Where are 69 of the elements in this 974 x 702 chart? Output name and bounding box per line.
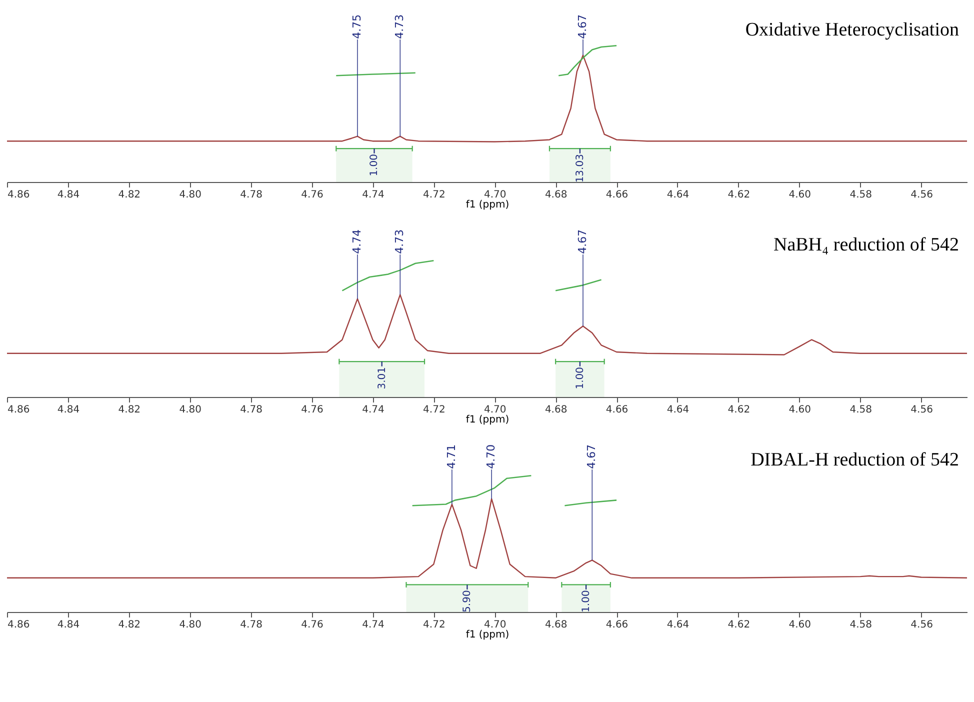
x-tick-label: 4.72 — [423, 620, 446, 630]
x-tick-label: 4.84 — [57, 620, 80, 630]
x-tick-label: 4.76 — [301, 190, 324, 200]
band-label: 13.03 — [574, 154, 586, 183]
x-axis-title: f1 (ppm) — [466, 630, 510, 640]
x-tick-label: 4.86 — [8, 404, 30, 416]
x-tick-label: 4.78 — [240, 620, 262, 630]
x-tick-label: 4.60 — [788, 620, 812, 630]
x-axis-title: f1 (ppm) — [466, 414, 510, 426]
annotation: 4.67 — [585, 444, 598, 469]
x-tick-label: 4.62 — [728, 190, 750, 200]
x-tick-label: 4.68 — [544, 190, 568, 200]
chart-title: NaBH₄ reduction of 542 — [773, 234, 959, 256]
x-tick-label: 4.64 — [666, 190, 690, 200]
band-label: 1.00 — [581, 590, 592, 612]
x-tick-label: 4.58 — [850, 190, 872, 200]
x-tick-label: 4.66 — [606, 404, 628, 416]
chart-title: DIBAL-H reduction of 542 — [750, 449, 959, 470]
x-tick-label: 4.86 — [8, 190, 30, 200]
band-label: 1.00 — [369, 154, 380, 176]
x-tick-label: 4.82 — [118, 620, 141, 630]
band-label: 5.90 — [462, 590, 474, 612]
x-tick-label: 4.74 — [362, 404, 384, 416]
x-tick-label: 4.82 — [118, 190, 141, 200]
x-tick-label: 4.62 — [728, 620, 750, 630]
annotation: 4.70 — [484, 444, 498, 469]
x-tick-label: 4.84 — [57, 190, 80, 200]
x-tick-label: 4.80 — [179, 620, 202, 630]
x-tick-label: 4.66 — [606, 620, 628, 630]
x-tick-label: 4.68 — [544, 404, 568, 416]
x-tick-label: 4.74 — [362, 620, 384, 630]
annotation: 4.75 — [350, 14, 364, 39]
chart-title: Oxidative Heterocyclisation — [745, 19, 960, 40]
x-tick-label: 4.72 — [423, 404, 446, 416]
x-tick-label: 4.64 — [666, 404, 690, 416]
x-tick-label: 4.56 — [910, 620, 933, 630]
x-tick-label: 4.68 — [544, 620, 568, 630]
x-tick-label: 4.70 — [484, 404, 506, 416]
x-tick-label: 4.66 — [606, 190, 628, 200]
annotation: 4.73 — [393, 14, 406, 39]
x-tick-label: 4.74 — [362, 190, 384, 200]
x-axis-title: f1 (ppm) — [466, 200, 510, 210]
annotation: 4.67 — [576, 14, 589, 39]
annotation: 4.67 — [576, 229, 589, 254]
x-tick-label: 4.70 — [484, 620, 506, 630]
x-tick-label: 4.72 — [423, 190, 446, 200]
x-tick-label: 4.58 — [850, 620, 872, 630]
x-tick-label: 4.78 — [240, 404, 262, 416]
x-tick-label: 4.62 — [728, 404, 750, 416]
x-tick-label: 4.56 — [910, 404, 933, 416]
x-tick-label: 4.86 — [8, 620, 30, 630]
annotation: 4.71 — [444, 444, 458, 469]
x-tick-label: 4.56 — [910, 190, 933, 200]
x-tick-label: 4.58 — [850, 404, 872, 416]
x-tick-label: 4.80 — [179, 190, 202, 200]
x-tick-label: 4.80 — [179, 404, 202, 416]
x-tick-label: 4.60 — [788, 404, 812, 416]
x-tick-label: 4.60 — [788, 190, 812, 200]
x-tick-label: 4.76 — [301, 620, 324, 630]
x-tick-label: 4.70 — [484, 190, 506, 200]
annotation: 4.73 — [393, 229, 406, 254]
x-tick-label: 4.64 — [666, 620, 690, 630]
band-label: 3.01 — [376, 367, 388, 390]
annotation: 4.74 — [350, 229, 364, 254]
x-tick-label: 4.84 — [57, 404, 80, 416]
x-tick-label: 4.76 — [301, 404, 324, 416]
x-tick-label: 4.78 — [240, 190, 262, 200]
band-label: 1.00 — [574, 367, 586, 390]
x-tick-label: 4.82 — [118, 404, 141, 416]
